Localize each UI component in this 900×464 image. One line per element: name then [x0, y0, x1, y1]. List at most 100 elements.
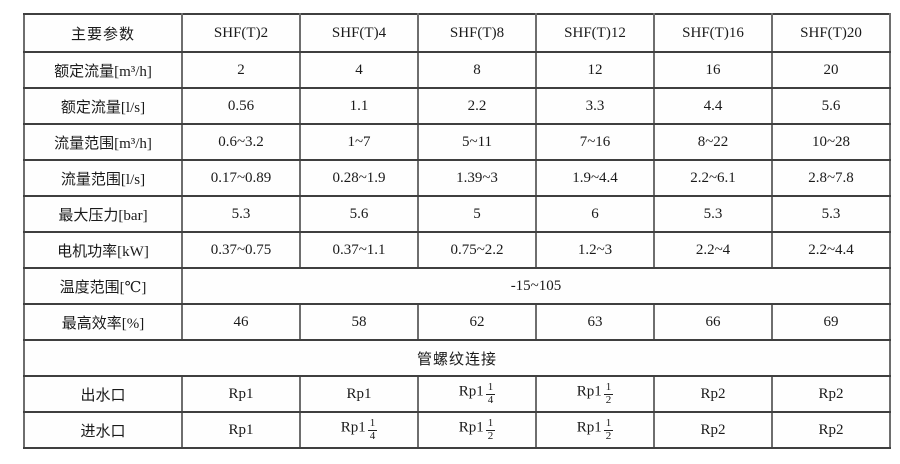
column-header-model: SHF(T)20	[771, 13, 891, 53]
table-row: 流量范围[l/s] 0.17~0.89 0.28~1.9 1.39~3 1.9~4.4 2…	[23, 159, 891, 197]
column-header-model: SHF(T)12	[535, 13, 655, 53]
fraction-numerator: 1	[367, 416, 378, 431]
column-header-model: SHF(T)4	[299, 13, 419, 53]
value-cell: 2.2	[417, 87, 537, 125]
thread-size-base: Rp1	[458, 419, 484, 436]
value-cell: Rp1 1 4	[299, 411, 419, 449]
pump-spec-table: 主要参数 SHF(T)2 SHF(T)4 SHF(T)8 SHF(T)12 SHF(T)1…	[23, 13, 891, 449]
fraction-numerator: 1	[485, 416, 496, 431]
value-cell: 0.56	[181, 87, 301, 125]
value-cell: 7~16	[535, 123, 655, 161]
row-label: 最高效率[%]	[23, 303, 183, 341]
value-cell: Rp1	[181, 375, 301, 413]
value-cell: 2.2~4	[653, 231, 773, 269]
column-header-model: SHF(T)2	[181, 13, 301, 53]
thread-size-base: Rp1	[576, 419, 602, 436]
main-parameters-heading: 主要参数	[23, 13, 183, 53]
row-label: 温度范围[℃]	[23, 267, 183, 305]
value-cell: 1.1	[299, 87, 419, 125]
row-label: 额定流量[l/s]	[23, 87, 183, 125]
table-row: 最大压力[bar] 5.3 5.6 5 6 5.3 5.3	[23, 195, 891, 233]
value-cell: 5	[417, 195, 537, 233]
spec-table-header: 主要参数 SHF(T)2 SHF(T)4 SHF(T)8 SHF(T)12 SHF(T)1…	[23, 13, 891, 53]
value-cell: 0.28~1.9	[299, 159, 419, 197]
value-cell: 5.3	[181, 195, 301, 233]
value-cell: Rp1 1 4	[417, 375, 537, 413]
column-header-model: SHF(T)8	[417, 13, 537, 53]
value-cell: 5.3	[653, 195, 773, 233]
table-row: 温度范围[℃] -15~105	[23, 267, 891, 305]
value-cell: 69	[771, 303, 891, 341]
fraction-denominator: 2	[605, 393, 612, 406]
temperature-range-value: -15~105	[181, 267, 891, 305]
value-cell: 16	[653, 51, 773, 89]
fraction-numerator: 1	[485, 380, 496, 395]
table-row: 电机功率[kW] 0.37~0.75 0.37~1.1 0.75~2.2 1.2~3 2.…	[23, 231, 891, 269]
value-cell: Rp2	[653, 375, 773, 413]
value-cell: 4.4	[653, 87, 773, 125]
thread-size-base: Rp1	[576, 383, 602, 400]
fraction-denominator: 2	[487, 429, 494, 442]
value-cell: Rp1	[299, 375, 419, 413]
table-row: 进水口 Rp1 Rp1 1 4 Rp1 1 2 Rp1 1 2 Rp2 Rp2	[23, 411, 891, 449]
table-row: 出水口 Rp1 Rp1 Rp1 1 4 Rp1 1 2 Rp2 Rp2	[23, 375, 891, 413]
row-label: 出水口	[23, 375, 183, 413]
header-row: 主要参数 SHF(T)2 SHF(T)4 SHF(T)8 SHF(T)12 SHF(T)1…	[23, 13, 891, 53]
value-cell: 5.3	[771, 195, 891, 233]
value-cell: 46	[181, 303, 301, 341]
value-cell: 66	[653, 303, 773, 341]
value-cell: Rp1	[181, 411, 301, 449]
table-row: 管螺纹连接	[23, 339, 891, 377]
value-cell: 0.37~0.75	[181, 231, 301, 269]
thread-size-base: Rp1	[458, 383, 484, 400]
value-cell: 6	[535, 195, 655, 233]
value-cell: 63	[535, 303, 655, 341]
value-cell: Rp1 1 2	[417, 411, 537, 449]
value-cell: Rp1 1 2	[535, 375, 655, 413]
fraction-numerator: 1	[603, 416, 614, 431]
table-row: 额定流量[m³/h] 2 4 8 12 16 20	[23, 51, 891, 89]
value-cell: 1~7	[299, 123, 419, 161]
value-cell: 2.2~6.1	[653, 159, 773, 197]
table-row: 流量范围[m³/h] 0.6~3.2 1~7 5~11 7~16 8~22 10~28	[23, 123, 891, 161]
value-cell: Rp2	[771, 411, 891, 449]
table-row: 最高效率[%] 46 58 62 63 66 69	[23, 303, 891, 341]
row-label: 电机功率[kW]	[23, 231, 183, 269]
row-label: 额定流量[m³/h]	[23, 51, 183, 89]
value-cell: 0.17~0.89	[181, 159, 301, 197]
fraction-denominator: 4	[369, 429, 376, 442]
table-row: 额定流量[l/s] 0.56 1.1 2.2 3.3 4.4 5.6	[23, 87, 891, 125]
row-label: 流量范围[l/s]	[23, 159, 183, 197]
value-cell: 5.6	[299, 195, 419, 233]
value-cell: 1.39~3	[417, 159, 537, 197]
fraction-denominator: 4	[487, 393, 494, 406]
value-cell: 5.6	[771, 87, 891, 125]
value-cell: 20	[771, 51, 891, 89]
value-cell: 3.3	[535, 87, 655, 125]
value-cell: 5~11	[417, 123, 537, 161]
value-cell: 0.75~2.2	[417, 231, 537, 269]
value-cell: 58	[299, 303, 419, 341]
fraction-denominator: 2	[605, 429, 612, 442]
row-label: 进水口	[23, 411, 183, 449]
value-cell: 12	[535, 51, 655, 89]
value-cell: 8	[417, 51, 537, 89]
value-cell: 10~28	[771, 123, 891, 161]
value-cell: 2	[181, 51, 301, 89]
value-cell: 8~22	[653, 123, 773, 161]
value-cell: 62	[417, 303, 537, 341]
value-cell: Rp2	[653, 411, 773, 449]
fraction-numerator: 1	[603, 380, 614, 395]
thread-size-base: Rp1	[340, 419, 366, 436]
value-cell: 1.2~3	[535, 231, 655, 269]
column-header-model: SHF(T)16	[653, 13, 773, 53]
value-cell: Rp1 1 2	[535, 411, 655, 449]
value-cell: 4	[299, 51, 419, 89]
value-cell: 1.9~4.4	[535, 159, 655, 197]
value-cell: Rp2	[771, 375, 891, 413]
value-cell: 2.8~7.8	[771, 159, 891, 197]
value-cell: 0.6~3.2	[181, 123, 301, 161]
